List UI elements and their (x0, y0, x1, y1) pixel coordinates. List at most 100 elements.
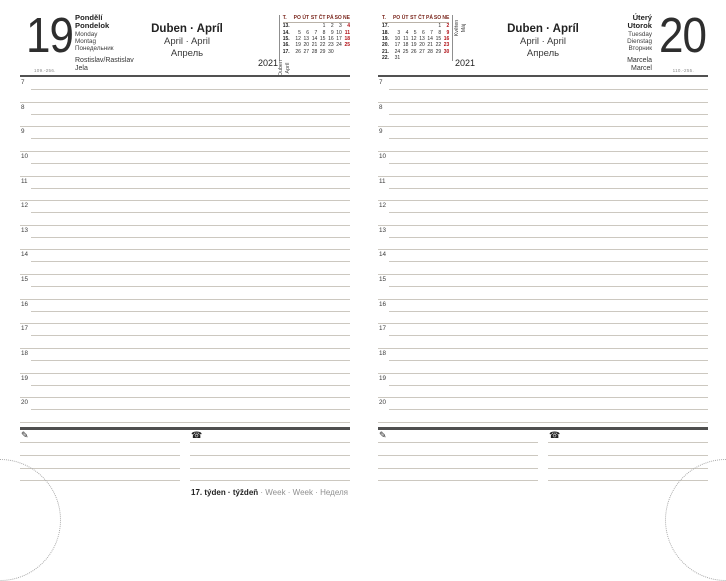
day-of-year: 110.-255. (672, 68, 694, 73)
mini-calendar-day-cell: 19 (295, 42, 301, 49)
mini-calendar-day-cell: 27 (303, 48, 310, 55)
month-title-cs-sk: Duben · Apríl (507, 23, 579, 35)
half-hour-writing-line (378, 249, 708, 251)
hour-writing-line (31, 236, 350, 238)
half-hour-writing-line (378, 274, 708, 275)
day-name-cs: Pondělí (75, 13, 103, 22)
mini-calendar-month-vertical-label: Květen Máj (454, 19, 467, 37)
hour-writing-line (389, 261, 708, 263)
mini-calendar-week-number: 14. (282, 29, 290, 36)
name-day-line: Marcel (630, 65, 652, 72)
note-line (20, 468, 180, 469)
note-line (190, 442, 350, 443)
mini-calendar-day-cell: 22 (435, 42, 442, 49)
mini-calendar-day-cell: 21 (311, 42, 318, 49)
half-hour-writing-line (20, 126, 350, 128)
hour-label: 12 (379, 202, 387, 210)
day-of-year: 109.-256. (34, 68, 56, 73)
mini-calendar-row: 18. 3 4 5 6 7 8 9 (382, 30, 449, 36)
mini-calendar-day-col-header: NE (343, 15, 350, 21)
mini-calendar-day-cell: 25 (402, 48, 409, 55)
hour-label: 10 (21, 152, 29, 160)
year-label: 2021 (257, 58, 278, 68)
mini-calendar-day-cell: 15 (435, 35, 442, 42)
pencil-icon: ✎ (379, 430, 387, 440)
mini-calendar-week-number: 22. (382, 55, 389, 62)
hour-writing-line (389, 187, 708, 189)
half-hour-writing-line (20, 323, 350, 325)
mini-calendar-week-number: 20. (382, 42, 389, 49)
hour-label: 17 (379, 325, 387, 333)
hour-grid: 7 8 9 10 11 12 13 14 15 16 17 18 19 20 (20, 78, 350, 423)
mini-calendar-day-cell: 28 (427, 48, 433, 55)
hour-writing-line (389, 384, 708, 386)
mini-calendar-day-cell: 9 (330, 29, 334, 36)
hour-label: 20 (379, 399, 387, 407)
hour-label: 15 (379, 276, 387, 283)
note-line (20, 480, 180, 481)
hour-label: 16 (379, 300, 387, 308)
hour-block-8: 8 (378, 103, 708, 128)
header-rule (20, 75, 350, 77)
day-name-en: Monday (75, 30, 98, 38)
note-line (548, 442, 708, 443)
day-names: Úterý Utorok Tuesday Dienstag Вторник (627, 13, 652, 52)
notes-area: ✎ ☎ (20, 431, 350, 483)
mini-calendar-day-cell: 4 (405, 29, 409, 36)
mini-calendar-day-col-header: NE (442, 15, 450, 21)
hour-block-13: 13 (20, 226, 350, 251)
mini-calendar-day-col-header: ÚT (401, 15, 409, 21)
day-name-de: Dienstag (627, 37, 652, 45)
day-name-en: Tuesday (628, 30, 652, 38)
hour-block-17: 17 (378, 324, 708, 349)
hour-writing-line (31, 286, 350, 287)
mini-calendar-group: T. PO ÚT ST ČTPÁSONE 13. 1 2 3 4 14. 5 6 7 8 9 10 11 15. 12… (250, 14, 350, 76)
hour-block-14: 14 (378, 250, 708, 275)
hour-block-18: 18 (378, 349, 708, 374)
hour-writing-line (31, 138, 350, 140)
hour-label: 9 (21, 128, 25, 136)
half-hour-writing-line (20, 249, 350, 251)
mini-calendar-row: 17. 1 2 (382, 23, 449, 29)
mini-calendar-day-cell: 28 (311, 48, 318, 55)
left-page-header: 19 109.-256. Pondělí Pondelok Monday Mon… (20, 11, 350, 76)
hour-block-19: 19 (20, 374, 350, 399)
mini-calendar-day-cell: 4 (347, 23, 350, 30)
hour-block-14: 14 (20, 250, 350, 275)
mini-calendar-day-col-header: ST (310, 15, 318, 21)
hour-label: 19 (21, 374, 29, 382)
year-label: 2021 (455, 58, 476, 68)
half-hour-writing-line (378, 298, 708, 300)
half-hour-writing-line (20, 274, 350, 275)
mini-calendar-day-cell: 14 (311, 35, 318, 42)
mini-calendar-day-cell: 19 (411, 42, 417, 49)
name-days: Marcela Marcel (627, 57, 652, 73)
notes-separator-rule (20, 427, 350, 430)
hour-label: 18 (379, 349, 387, 357)
half-hour-writing-line (378, 372, 708, 374)
mini-calendar-day-cell: 7 (314, 29, 318, 36)
month-title: Duben · Apríl April · April Апрель (112, 23, 262, 60)
mini-calendar-day-cell: 21 (427, 42, 433, 49)
day-name-sk: Utorok (627, 21, 652, 31)
mini-calendar-header-row: T. PO ÚT ST ČTPÁSONE (382, 15, 450, 24)
right-page-header: T. PO ÚT ST ČTPÁSONE 17. 1 2 18. 3 4 5 6 7 8 9 19. 10 11 12… (378, 11, 708, 75)
hour-block-20: 20 (378, 398, 708, 423)
hour-block-17: 17 (20, 324, 350, 349)
mini-calendar-day-cell: 12 (295, 35, 301, 42)
mini-calendar-day-col-header: ČT (418, 15, 425, 21)
mini-calendar-day-cell: 7 (430, 29, 433, 36)
hour-writing-line (31, 409, 350, 411)
mini-calendar-day-cell: 11 (344, 29, 350, 36)
hour-label: 20 (21, 399, 29, 407)
hour-writing-line (389, 113, 708, 115)
half-hour-writing-line (378, 175, 708, 177)
hour-writing-line (31, 89, 350, 90)
mini-calendar-row: 19. 10 11 12 13 14 15 16 (382, 36, 449, 42)
mini-calendar-week-number: 18. (382, 29, 389, 36)
note-line (20, 455, 180, 456)
hour-label: 12 (21, 202, 29, 210)
mini-calendar-day-cell: 3 (339, 23, 342, 30)
mini-calendar-day-cell: 15 (319, 35, 326, 42)
hour-block-13: 13 (378, 226, 708, 251)
